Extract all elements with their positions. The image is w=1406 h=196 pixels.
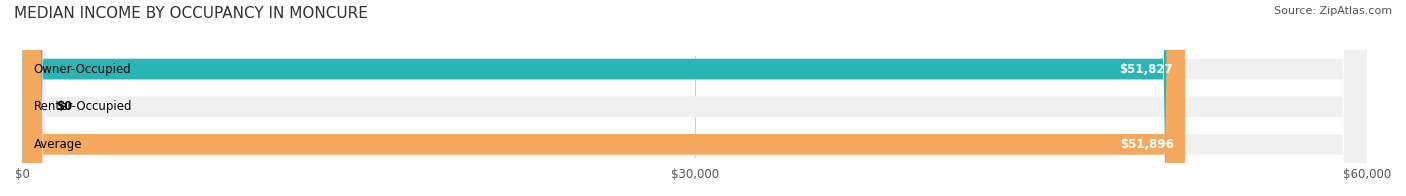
FancyBboxPatch shape bbox=[22, 0, 1367, 196]
FancyBboxPatch shape bbox=[22, 0, 1185, 196]
Text: Renter-Occupied: Renter-Occupied bbox=[34, 100, 132, 113]
FancyBboxPatch shape bbox=[22, 0, 1367, 196]
Text: $0: $0 bbox=[56, 100, 72, 113]
Text: $51,896: $51,896 bbox=[1121, 138, 1174, 151]
FancyBboxPatch shape bbox=[22, 0, 1367, 196]
Text: $51,827: $51,827 bbox=[1119, 63, 1173, 76]
Text: Average: Average bbox=[34, 138, 82, 151]
FancyBboxPatch shape bbox=[22, 0, 1184, 196]
Text: MEDIAN INCOME BY OCCUPANCY IN MONCURE: MEDIAN INCOME BY OCCUPANCY IN MONCURE bbox=[14, 6, 368, 21]
Text: Source: ZipAtlas.com: Source: ZipAtlas.com bbox=[1274, 6, 1392, 16]
Text: Owner-Occupied: Owner-Occupied bbox=[34, 63, 131, 76]
